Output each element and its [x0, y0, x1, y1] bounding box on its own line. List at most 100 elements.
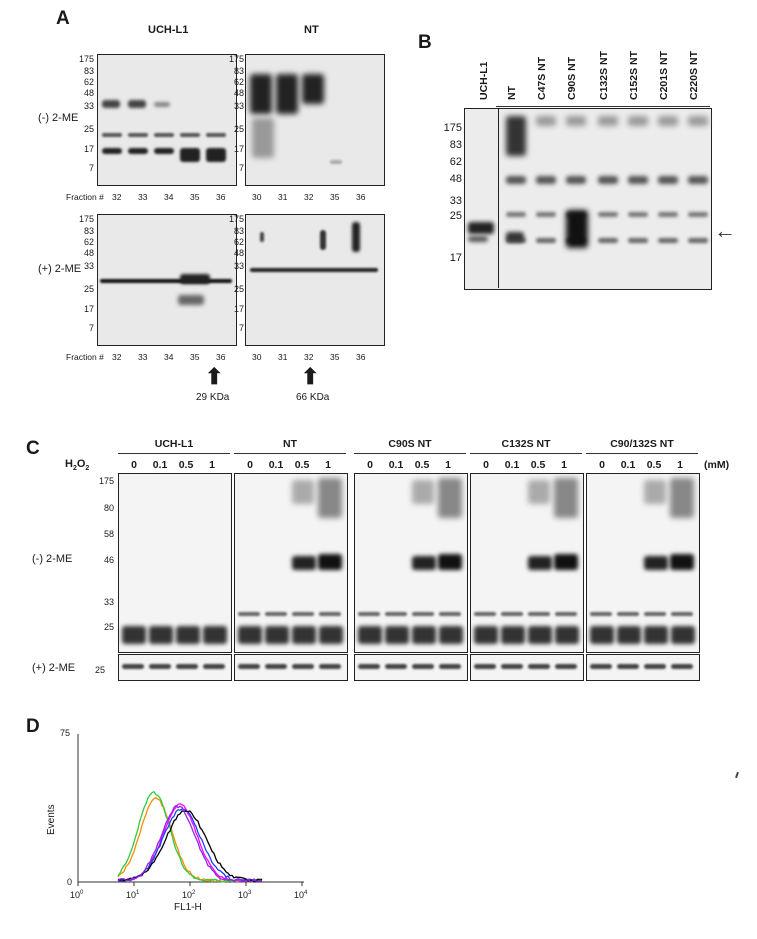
panel-d-x-label: FL1-H [174, 902, 202, 913]
band [128, 148, 148, 154]
band [598, 176, 618, 184]
fraction-number: 35 [190, 192, 199, 202]
panel-c-concentration: 0.1 [618, 459, 638, 471]
panel-c-concentration: 1 [554, 459, 574, 471]
mw-label: 175 [218, 54, 244, 64]
panel-d-y-label: Events [46, 804, 57, 835]
mw-label: 46 [88, 555, 114, 565]
band [658, 238, 678, 243]
panel-c-row-label-plus: (+) 2-ME [32, 662, 75, 674]
mw-label: 25 [68, 124, 94, 134]
band [128, 133, 148, 137]
band [276, 74, 298, 114]
band [566, 210, 588, 248]
panel-b-lane-label: C152S NT [628, 51, 640, 100]
band [292, 556, 316, 570]
panel-b-lane-label: C90S NT [566, 57, 578, 100]
band [292, 626, 316, 644]
x-tick-exponent: 1 [136, 890, 139, 896]
band [590, 664, 612, 669]
fraction-number: 36 [216, 192, 225, 202]
x-tick-base: 10 [126, 890, 136, 900]
fraction-number: 34 [164, 192, 173, 202]
band [203, 626, 227, 644]
band [102, 100, 120, 108]
fraction-number: 32 [112, 352, 121, 362]
mw-label: 33 [68, 101, 94, 111]
fraction-number: 33 [138, 352, 147, 362]
band [265, 664, 287, 669]
fraction-number: 32 [112, 192, 121, 202]
band [628, 116, 648, 126]
band [628, 212, 648, 217]
x-tick-base: 10 [70, 890, 80, 900]
band [265, 626, 289, 644]
panel-c-group-label: C90/132S NT [586, 438, 698, 450]
arrow-up-29kda-icon: ⬆ [205, 366, 223, 388]
mw-label: 80 [88, 503, 114, 513]
band [617, 626, 641, 644]
band [506, 232, 524, 242]
band [206, 148, 226, 162]
blot-a-nt-reducing [245, 214, 385, 346]
band [385, 612, 407, 616]
band [302, 74, 324, 104]
band [670, 478, 694, 518]
band [688, 116, 708, 126]
panel-c-row-label-minus: (-) 2-ME [32, 553, 72, 565]
panel-a-label: A [56, 8, 70, 30]
fraction-number: 36 [216, 352, 225, 362]
band [102, 133, 122, 137]
band [501, 626, 525, 644]
mw-label: 25 [88, 622, 114, 632]
band [528, 664, 550, 669]
x-tick-label: 100 [70, 890, 83, 900]
x-tick-label: 101 [126, 890, 139, 900]
band [644, 626, 668, 644]
band [180, 148, 200, 162]
fraction-number: 35 [330, 192, 339, 202]
panel-c-concentration: 1 [670, 459, 690, 471]
mw-label: 83 [218, 66, 244, 76]
band [265, 612, 287, 616]
mw-label: 17 [218, 304, 244, 314]
band [439, 664, 461, 669]
fraction-label-top: Fraction # [66, 192, 104, 202]
band [260, 232, 264, 242]
mw-label: 7 [218, 323, 244, 333]
panel-c-concentration: 1 [202, 459, 222, 471]
band [320, 230, 326, 250]
panel-c-group-label: UCH-L1 [118, 438, 230, 450]
blot-a-uchl1-nonreducing [97, 54, 237, 186]
band [590, 612, 612, 616]
fraction-number: 32 [304, 352, 313, 362]
band [318, 478, 342, 518]
panel-c-concentration: 0.1 [502, 459, 522, 471]
x-tick-label: 102 [182, 890, 195, 900]
mw-label: 33 [218, 101, 244, 111]
mw-label: 33 [88, 597, 114, 607]
fraction-number: 36 [356, 192, 365, 202]
band [598, 212, 618, 217]
band [412, 612, 434, 616]
mm-unit-label: (mM) [704, 459, 729, 471]
mw-label: 62 [68, 77, 94, 87]
band [438, 478, 462, 518]
fraction-number: 35 [190, 352, 199, 362]
band [352, 222, 360, 252]
band [590, 626, 614, 644]
panel-a-row-label-minus: (-) 2-ME [38, 112, 78, 124]
band [412, 480, 434, 504]
panel-c-concentration: 0 [124, 459, 144, 471]
band [238, 626, 262, 644]
panel-c-concentration: 0.5 [644, 459, 664, 471]
band [385, 664, 407, 669]
panel-b-lane-label: C47S NT [536, 57, 548, 100]
fraction-label-bottom: Fraction # [66, 352, 104, 362]
panel-c-concentration: 0.1 [266, 459, 286, 471]
band [474, 612, 496, 616]
band [598, 116, 618, 126]
x-tick-exponent: 3 [248, 890, 251, 896]
band [554, 554, 578, 570]
mw-label: 175 [432, 122, 462, 134]
